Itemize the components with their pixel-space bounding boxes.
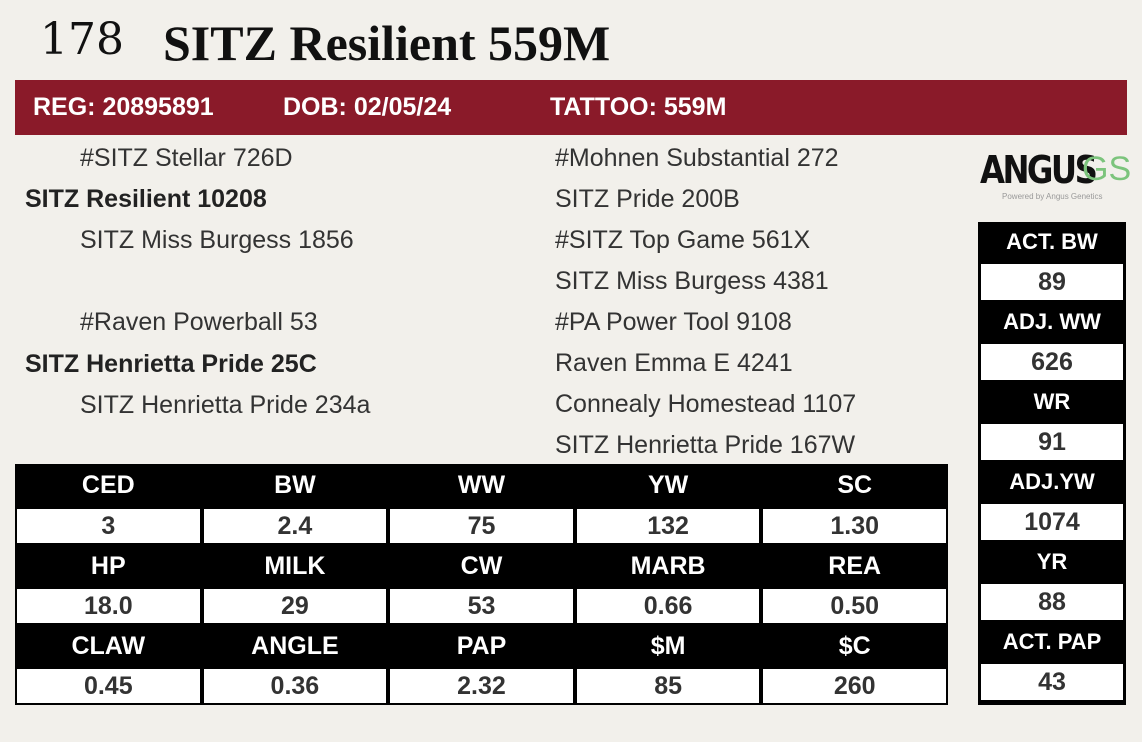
epd-value: 260 [763,669,946,703]
performance-value: 88 [981,584,1123,620]
epd-label: YW [647,471,689,499]
epd-value: 2.4 [203,509,387,543]
registration: REG: 20895891 [33,93,214,121]
epd-label: SC [837,471,873,499]
pedigree-ancestor: SITZ Henrietta Pride 167W [555,431,856,459]
angus-gs-logo: ANGUS GS Powered by Angus Genetics [980,148,1132,201]
epd-label: CLAW [71,631,146,660]
performance-value: 91 [981,424,1123,460]
epd-table: CED BW WW YW SC 3 2.4 75 132 1.30 HP MILK CW MARB REA 1… [15,464,948,705]
epd-value: 0.50 [763,589,946,623]
pedigree-ancestor: SITZ Pride 200B [555,185,740,213]
epd-value: 18.0 [17,589,200,623]
epd-label: CED [81,471,135,499]
epd-label: MARB [630,551,706,580]
epd-label: REA [828,551,882,580]
epd-label: BW [274,471,316,499]
pedigree-ancestor: SITZ Miss Burgess 4381 [555,267,829,295]
epd-value: 29 [203,589,387,623]
performance-value: 43 [981,664,1123,700]
epd-value: 132 [576,509,760,543]
performance-label: ACT. BW [1006,229,1098,254]
performance-label: WR [1033,389,1071,414]
epd-label: CW [460,551,503,580]
performance-label: YR [1036,549,1068,574]
performance-table: ACT. BW 89 ADJ. WW 626 WR 91 ADJ.YW 1074 YR 88 ACT… [978,222,1126,705]
dam: SITZ Henrietta Pride 25C [25,350,317,378]
epd-label: $C [838,631,871,660]
pedigree-ancestor: Raven Emma E 4241 [555,349,793,377]
epd-value: 1.30 [763,509,946,543]
epd-value: 0.36 [203,669,387,703]
date-of-birth: DOB: 02/05/24 [283,93,452,121]
id-banner: REG: 20895891 DOB: 02/05/24 TATTOO: 559M [15,80,1127,135]
epd-label: WW [457,471,506,499]
dam-sire: #Raven Powerball 53 [80,308,318,336]
tattoo: TATTOO: 559M [550,93,727,121]
epd-value: 0.45 [17,669,200,703]
sire-sire: #SITZ Stellar 726D [80,144,293,172]
epd-label: $M [650,631,686,660]
epd-label: ANGLE [251,631,339,660]
pedigree-ancestor: Connealy Homestead 1107 [555,390,857,418]
sire: SITZ Resilient 10208 [25,185,267,213]
performance-label: ADJ. WW [1003,309,1101,334]
pedigree-ancestor: #Mohnen Substantial 272 [555,144,839,172]
lot-number: 178 [40,14,124,65]
animal-name: SITZ Resilient 559M [163,15,611,71]
performance-value: 626 [981,344,1123,380]
epd-label: MILK [264,551,326,580]
epd-label: HP [90,551,126,580]
epd-value: 85 [576,669,760,703]
dam-dam: SITZ Henrietta Pride 234a [80,391,371,419]
performance-label: ADJ.YW [1009,469,1095,494]
epd-value: 2.32 [390,669,573,703]
epd-label: PAP [456,631,507,660]
pedigree-ancestor: #PA Power Tool 9108 [555,308,792,336]
epd-value: 0.66 [576,589,760,623]
performance-label: ACT. PAP [1002,629,1102,654]
epd-value: 75 [390,509,573,543]
epd-value: 53 [390,589,573,623]
pedigree-ancestor: #SITZ Top Game 561X [555,226,811,254]
sire-dam: SITZ Miss Burgess 1856 [80,226,354,254]
performance-value: 1074 [981,504,1123,540]
performance-value: 89 [981,264,1123,300]
epd-value: 3 [17,509,200,543]
